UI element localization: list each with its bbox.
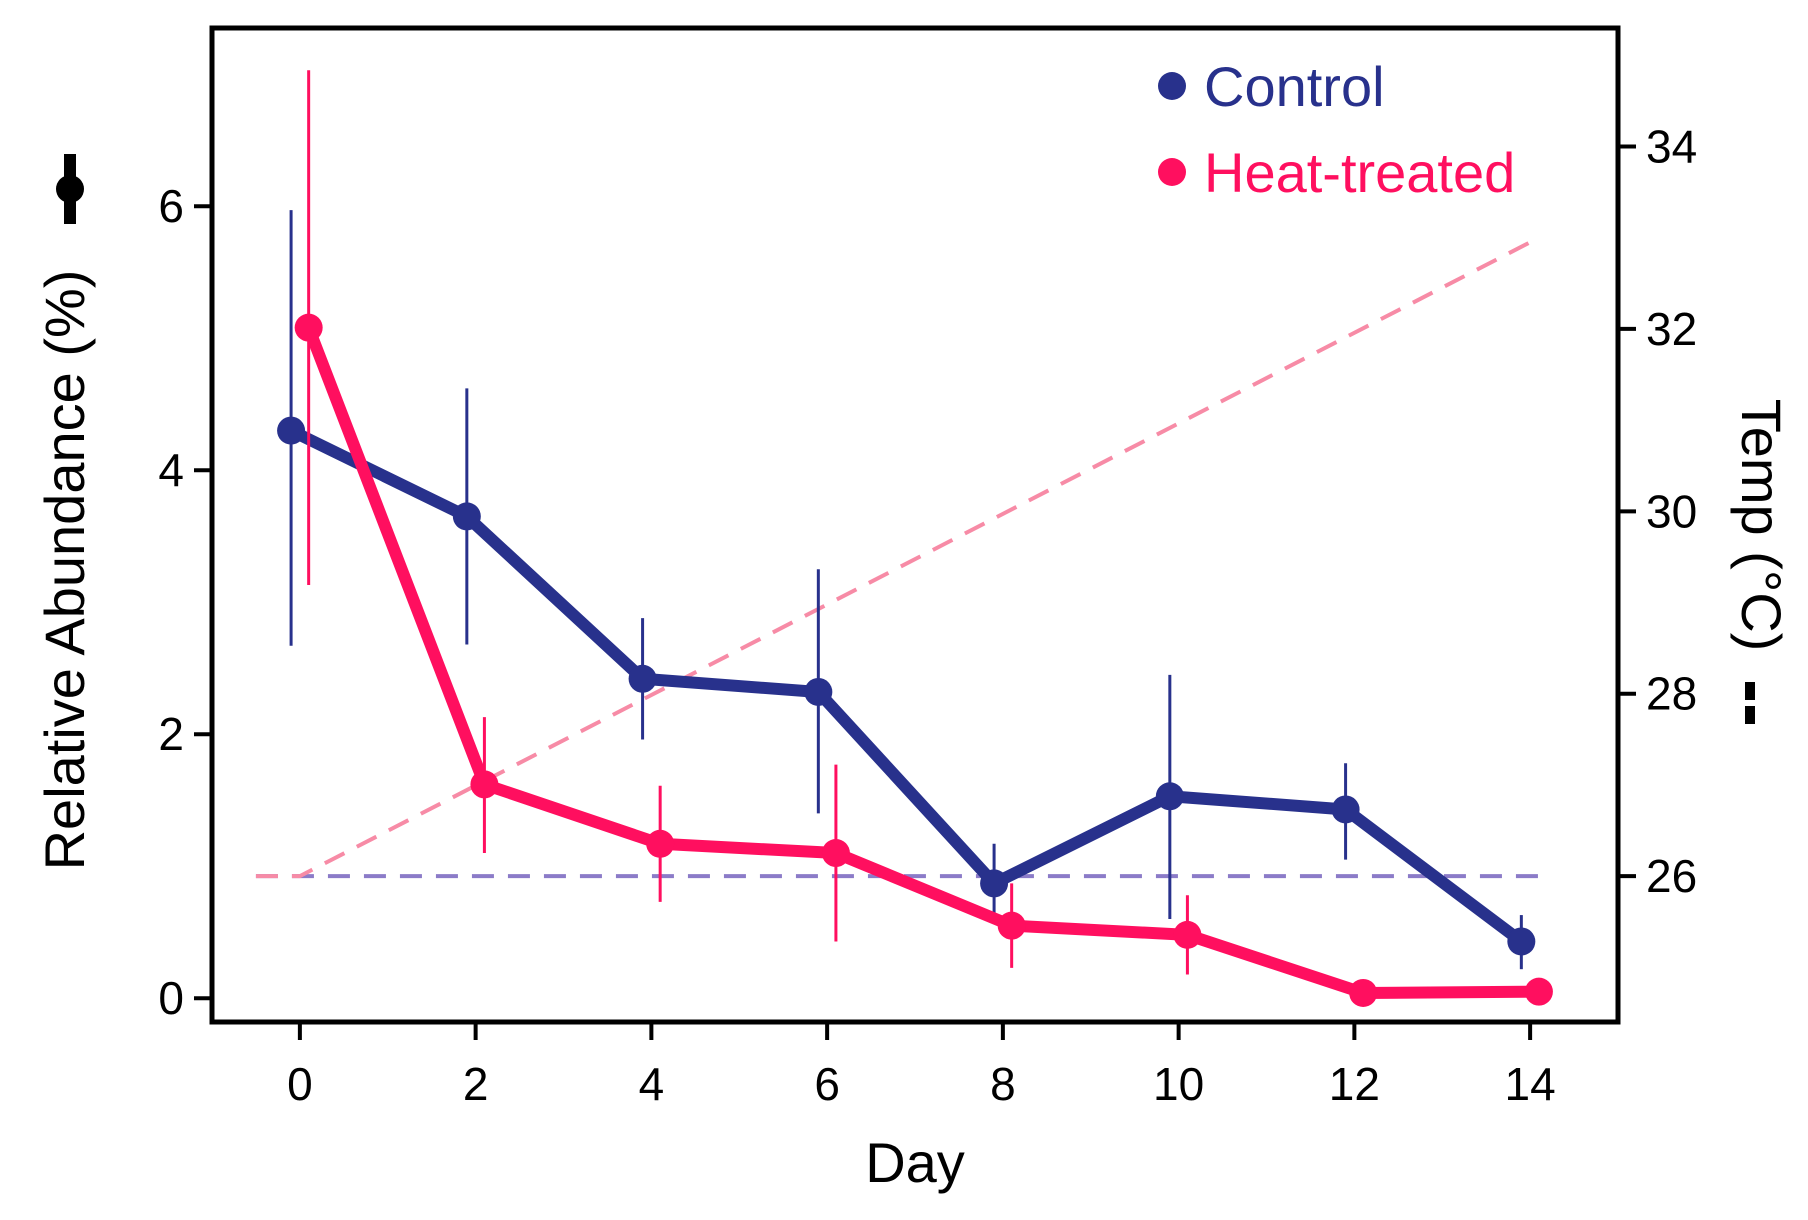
y2-axis-title: Temp (°C) [1730,399,1793,652]
control-legend-marker [1158,72,1186,100]
control-data-point [452,502,481,531]
y-tick-label: 0 [158,972,184,1024]
x-tick-label: 6 [814,1058,840,1110]
heat-treated-data-point [294,313,323,342]
heat-treated-data-point [1173,920,1202,949]
x-tick-label: 12 [1329,1058,1380,1110]
control-data-point [628,664,657,693]
x-tick-label: 0 [287,1058,313,1110]
heat-treated-data-point [821,839,850,868]
heat-treated-data-point [1349,978,1378,1007]
x-tick-label: 8 [990,1058,1016,1110]
plot-layer [255,70,1553,1007]
y-tick-label: 2 [158,708,184,760]
x-tick-label: 2 [463,1058,489,1110]
x-axis-title: Day [865,1131,965,1194]
y-axis-marker [56,154,84,224]
y-axis-title: Relative Abundance (%) [33,270,96,871]
control-legend-label: Control [1204,55,1385,118]
x-tick-label: 14 [1505,1058,1556,1110]
heat-treated-series-line [302,321,1545,999]
control-data-point [804,677,833,706]
heat-treated-data-point [646,829,675,858]
y2-tick-label: 34 [1646,121,1697,173]
control-data-point [277,416,306,445]
heat-treated-data-point [470,770,499,799]
control-data-point [1331,795,1360,824]
heat-treated-data-point [1524,977,1553,1006]
y2-tick-label: 30 [1646,485,1697,537]
y2-tick-label: 28 [1646,668,1697,720]
control-series-line [285,424,1528,948]
control-data-point [980,869,1009,898]
x-tick-label: 4 [639,1058,665,1110]
heat-treated-legend-label: Heat-treated [1204,141,1515,204]
legend: Control Heat-treated [1158,55,1515,204]
y-tick-label: 6 [158,180,184,232]
x-tick-label: 10 [1153,1058,1204,1110]
heat-temperature-line [255,235,1540,879]
y2-tick-label: 26 [1646,850,1697,902]
control-data-point [1155,782,1184,811]
plot-frame [209,25,1621,1025]
axes-layer: 0 2 4 6 8 10 12 14 0 2 4 6 26 28 30 32 34 [158,121,1697,1110]
y-tick-label: 4 [158,444,184,496]
heat-treated-legend-marker [1158,158,1186,186]
control-data-point [1507,927,1536,956]
y2-tick-label: 32 [1646,303,1697,355]
heat-treated-data-point [997,911,1026,940]
